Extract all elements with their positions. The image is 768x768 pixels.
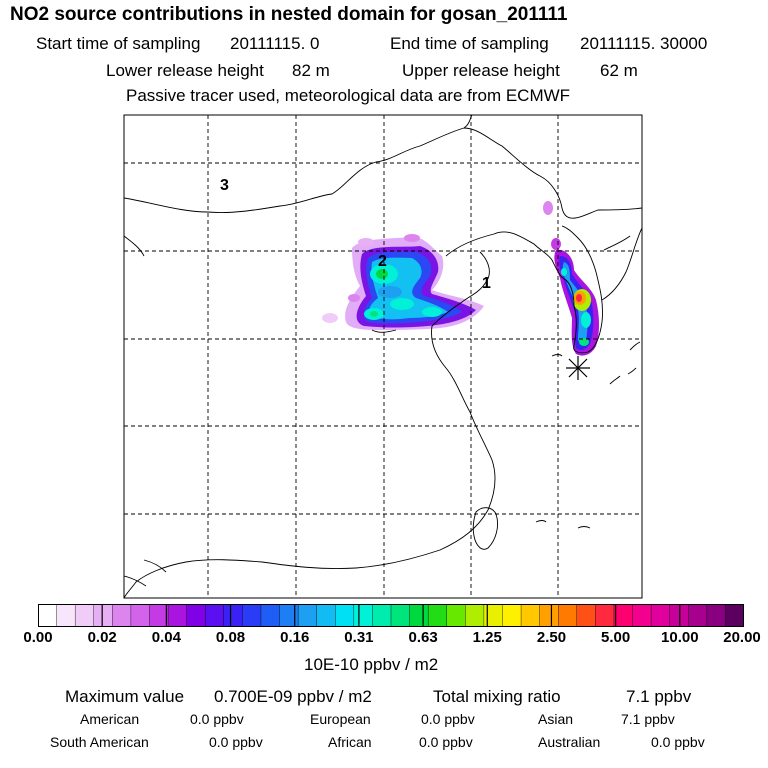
colorbar-swatch bbox=[688, 604, 708, 627]
colorbar-frame bbox=[38, 604, 744, 627]
lower-height-label: Lower release height bbox=[106, 61, 264, 80]
region-south-american-name: South American bbox=[50, 734, 149, 750]
colorbar-swatch bbox=[409, 604, 429, 627]
concentration-plume-west bbox=[322, 234, 484, 330]
region-european-name: European bbox=[310, 711, 371, 727]
colorbar-swatch bbox=[613, 604, 634, 627]
colorbar-swatch bbox=[93, 604, 113, 627]
start-time-label: Start time of sampling bbox=[36, 34, 201, 53]
colorbar-tick-label: 10.00 bbox=[661, 629, 699, 646]
colorbar-swatch bbox=[260, 604, 281, 627]
region-american-value: 0.0 ppbv bbox=[190, 711, 244, 727]
coastlines bbox=[124, 115, 642, 598]
colorbar-swatch bbox=[372, 604, 392, 627]
plot-title: NO2 source contributions in nested domai… bbox=[10, 4, 568, 25]
end-time-value: 20111115. 30000 bbox=[580, 34, 708, 53]
colorbar-swatch bbox=[335, 604, 355, 627]
lower-height-value: 82 m bbox=[292, 61, 330, 80]
lat-lon-grid bbox=[124, 115, 642, 598]
colorbar-swatch bbox=[149, 604, 169, 627]
colorbar-swatch bbox=[465, 604, 485, 627]
colorbar-swatch bbox=[446, 604, 466, 627]
colorbar-swatch bbox=[706, 604, 727, 627]
region-african-value: 0.0 ppbv bbox=[419, 734, 473, 750]
colorbar-swatch bbox=[576, 604, 596, 627]
total-mixing-value: 7.1 ppbv bbox=[626, 687, 692, 706]
region-australian-value: 0.0 ppbv bbox=[651, 734, 705, 750]
region-label-3: 3 bbox=[220, 177, 229, 194]
upper-height-label: Upper release height bbox=[402, 61, 560, 80]
region-label-1: 1 bbox=[482, 275, 491, 292]
colorbar-swatch bbox=[112, 604, 132, 627]
colorbar-tick-label: 0.31 bbox=[344, 629, 374, 646]
colorbar-unit: 10E-10 ppbv / m2 bbox=[304, 655, 439, 674]
region-south-american-value: 0.0 ppbv bbox=[209, 734, 263, 750]
end-time-label: End time of sampling bbox=[390, 34, 549, 53]
colorbar-swatch bbox=[223, 604, 243, 627]
region-label-2: 2 bbox=[378, 253, 387, 270]
colorbar-tick-label: 0.02 bbox=[87, 629, 117, 646]
region-american-name: American bbox=[80, 711, 140, 727]
colorbar-tick-label: 0.16 bbox=[280, 629, 310, 646]
colorbar-tick-label: 0.08 bbox=[215, 629, 246, 646]
start-time-value: 20111115. 0 bbox=[230, 34, 320, 53]
concentration-plume-korea bbox=[543, 201, 599, 356]
region-australian-name: Australian bbox=[538, 734, 601, 750]
colorbar-swatch bbox=[502, 604, 522, 627]
colorbar-tick-label: 20.00 bbox=[723, 629, 761, 646]
colorbar-tick-label: 0.63 bbox=[408, 629, 438, 646]
colorbar-tick-label: 0.00 bbox=[23, 629, 53, 646]
colorbar-swatch bbox=[427, 604, 448, 627]
max-value: 0.700E-09 ppbv / m2 bbox=[214, 687, 372, 706]
colorbar-swatch bbox=[167, 604, 188, 627]
colorbar-swatch bbox=[390, 604, 411, 627]
colorbar-swatch bbox=[595, 604, 615, 627]
colorbar-swatch bbox=[279, 604, 299, 627]
colorbar-swatch bbox=[297, 604, 318, 627]
colorbar-swatch bbox=[74, 604, 95, 627]
map-frame bbox=[123, 114, 643, 599]
colorbar-swatch bbox=[539, 604, 559, 627]
colorbar-swatch bbox=[56, 604, 76, 627]
colorbar-swatch bbox=[520, 604, 541, 627]
region-african-name: African bbox=[328, 734, 372, 750]
tracer-note: Passive tracer used, meteorological data… bbox=[126, 86, 571, 105]
upper-height-value: 62 m bbox=[600, 61, 638, 80]
colorbar-swatch bbox=[725, 604, 744, 627]
colorbar-swatch bbox=[353, 604, 374, 627]
region-european-value: 0.0 ppbv bbox=[421, 711, 475, 727]
colorbar-swatch bbox=[650, 604, 671, 627]
colorbar-swatch bbox=[186, 604, 206, 627]
receptor-asterisk-icon bbox=[566, 356, 590, 380]
colorbar-tick-label: 1.25 bbox=[472, 629, 502, 646]
colorbar-swatch bbox=[669, 604, 689, 627]
colorbar-swatch bbox=[38, 604, 58, 627]
colorbar-swatch bbox=[558, 604, 578, 627]
colorbar-swatch bbox=[205, 604, 225, 627]
total-mixing-label: Total mixing ratio bbox=[433, 687, 561, 706]
max-value-label: Maximum value bbox=[65, 687, 185, 706]
region-asian-value: 7.1 ppbv bbox=[621, 711, 675, 727]
colorbar-tick-label: 2.50 bbox=[536, 629, 567, 646]
colorbar-swatch bbox=[316, 604, 336, 627]
colorbar-tick-label: 5.00 bbox=[601, 629, 631, 646]
colorbar-tick-label: 0.04 bbox=[151, 629, 181, 646]
colorbar-swatch bbox=[130, 604, 151, 627]
colorbar bbox=[38, 604, 744, 627]
colorbar-swatch bbox=[632, 604, 652, 627]
colorbar-swatch bbox=[242, 604, 262, 627]
region-asian-name: Asian bbox=[538, 711, 574, 727]
